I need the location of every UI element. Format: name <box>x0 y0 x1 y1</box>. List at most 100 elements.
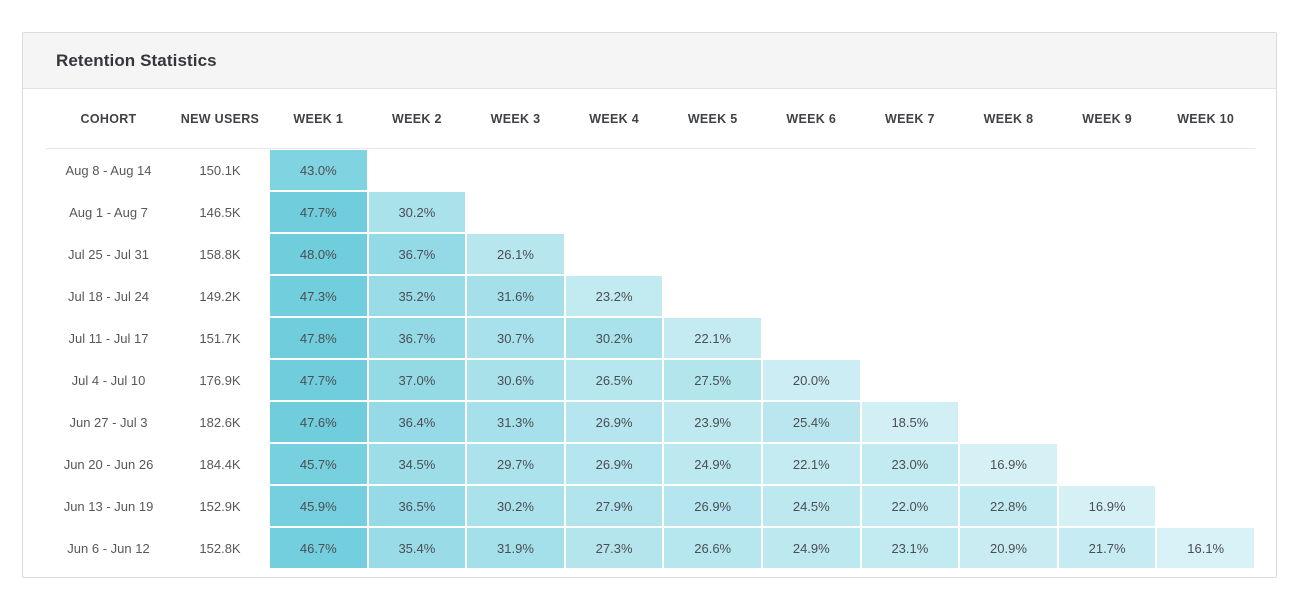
empty-cell <box>762 149 861 191</box>
new-users-value: 176.9K <box>199 372 241 388</box>
retention-value: 16.9% <box>960 444 1057 484</box>
cohort-label: Jun 6 - Jun 12 <box>67 540 150 556</box>
retention-cell: 23.1% <box>861 527 960 569</box>
retention-value: 36.7% <box>368 318 466 358</box>
retention-cell: 43.0% <box>269 149 368 191</box>
retention-value: 22.0% <box>861 486 959 526</box>
retention-cell: 22.0% <box>861 485 960 527</box>
retention-value: 23.9% <box>664 402 761 442</box>
empty-cell <box>663 275 762 317</box>
cohort-label: Jul 4 - Jul 10 <box>71 372 146 388</box>
table-row: Jun 27 - Jul 3 182.6K 47.6% 36.4% 31.3% 26.9%… <box>46 401 1255 443</box>
retention-value: 26.5% <box>565 360 663 400</box>
retention-value: 26.1% <box>467 234 564 274</box>
retention-card: Retention Statistics COHORT NEW USERS WEEK… <box>22 32 1277 578</box>
column-header: WEEK 4 <box>589 111 639 126</box>
retention-cell: 34.5% <box>368 443 467 485</box>
retention-value: 35.4% <box>368 528 466 568</box>
retention-value: 30.2% <box>368 192 466 232</box>
empty-cell <box>762 275 861 317</box>
table-body: Aug 8 - Aug 14 150.1K 43.0% Aug 1 - Aug 7 14… <box>46 149 1255 569</box>
empty-cell <box>959 275 1058 317</box>
retention-value: 27.9% <box>565 486 663 526</box>
retention-value: 21.7% <box>1058 528 1156 568</box>
retention-value: 48.0% <box>270 234 367 274</box>
retention-cell: 20.0% <box>762 359 861 401</box>
retention-value: 47.7% <box>270 360 367 400</box>
table-row: Jun 20 - Jun 26 184.4K 45.7% 34.5% 29.7% 26.9… <box>46 443 1255 485</box>
empty-cell <box>565 149 664 191</box>
retention-value: 23.1% <box>861 528 959 568</box>
retention-value: 16.9% <box>1058 486 1156 526</box>
retention-cell: 26.9% <box>565 401 664 443</box>
table-row: Jul 18 - Jul 24 149.2K 47.3% 35.2% 31.6% 23.2… <box>46 275 1255 317</box>
retention-value: 26.9% <box>565 444 663 484</box>
table-row: Jul 25 - Jul 31 158.8K 48.0% 36.7% 26.1% <box>46 233 1255 275</box>
new-users-value: 182.6K <box>199 414 241 430</box>
retention-value: 31.3% <box>467 402 564 442</box>
retention-value: 47.6% <box>270 402 367 442</box>
empty-cell <box>762 191 861 233</box>
column-header: WEEK 3 <box>490 111 541 126</box>
retention-cell: 21.7% <box>1058 527 1157 569</box>
new-users-value: 146.5K <box>199 204 241 220</box>
retention-cell: 22.1% <box>663 317 762 359</box>
retention-value: 20.9% <box>960 528 1057 568</box>
cohort-label: Aug 8 - Aug 14 <box>65 162 152 178</box>
retention-cell: 16.9% <box>959 443 1058 485</box>
retention-cell: 24.9% <box>762 527 861 569</box>
retention-value: 24.9% <box>762 528 860 568</box>
retention-value: 23.0% <box>861 444 959 484</box>
retention-value: 16.1% <box>1157 528 1254 568</box>
retention-value: 18.5% <box>861 402 959 442</box>
retention-cell: 45.9% <box>269 485 368 527</box>
retention-cell: 30.2% <box>565 317 664 359</box>
retention-cell: 16.9% <box>1058 485 1157 527</box>
retention-cell: 31.6% <box>466 275 565 317</box>
empty-cell <box>1156 401 1255 443</box>
retention-cell: 27.3% <box>565 527 664 569</box>
retention-cell: 37.0% <box>368 359 467 401</box>
retention-cell: 24.9% <box>663 443 762 485</box>
retention-value: 23.2% <box>565 276 663 316</box>
retention-value: 25.4% <box>762 402 860 442</box>
retention-value: 36.4% <box>368 402 466 442</box>
retention-cell: 23.0% <box>861 443 960 485</box>
retention-cell: 47.6% <box>269 401 368 443</box>
retention-cell: 26.9% <box>565 443 664 485</box>
retention-cell: 26.1% <box>466 233 565 275</box>
retention-value: 36.7% <box>368 234 466 274</box>
retention-value: 30.6% <box>467 360 564 400</box>
new-users-value: 184.4K <box>199 456 241 472</box>
retention-cell: 27.9% <box>565 485 664 527</box>
empty-cell <box>466 149 565 191</box>
cohort-label: Jul 11 - Jul 17 <box>68 330 149 346</box>
new-users-value: 152.9K <box>199 498 241 514</box>
retention-value: 47.7% <box>270 192 367 232</box>
retention-value: 46.7% <box>270 528 367 568</box>
table-row: Jun 6 - Jun 12 152.8K 46.7% 35.4% 31.9% 27.3%… <box>46 527 1255 569</box>
retention-cell: 22.1% <box>762 443 861 485</box>
retention-value: 22.8% <box>960 486 1057 526</box>
empty-cell <box>861 317 960 359</box>
empty-cell <box>1156 485 1255 527</box>
empty-cell <box>861 275 960 317</box>
empty-cell <box>762 317 861 359</box>
retention-cell: 36.4% <box>368 401 467 443</box>
retention-value: 30.2% <box>467 486 564 526</box>
retention-cell: 26.9% <box>663 485 762 527</box>
column-header: WEEK 10 <box>1177 111 1235 126</box>
column-header: WEEK 1 <box>293 111 344 126</box>
retention-cell: 36.5% <box>368 485 467 527</box>
column-header: WEEK 9 <box>1082 111 1132 126</box>
retention-cell: 47.7% <box>269 359 368 401</box>
retention-cell: 36.7% <box>368 233 467 275</box>
retention-cell: 30.2% <box>368 191 467 233</box>
retention-cell: 16.1% <box>1156 527 1255 569</box>
empty-cell <box>466 191 565 233</box>
empty-cell <box>1058 443 1157 485</box>
card-title: Retention Statistics <box>56 50 217 70</box>
retention-cell: 47.7% <box>269 191 368 233</box>
empty-cell <box>1058 191 1157 233</box>
empty-cell <box>1156 359 1255 401</box>
